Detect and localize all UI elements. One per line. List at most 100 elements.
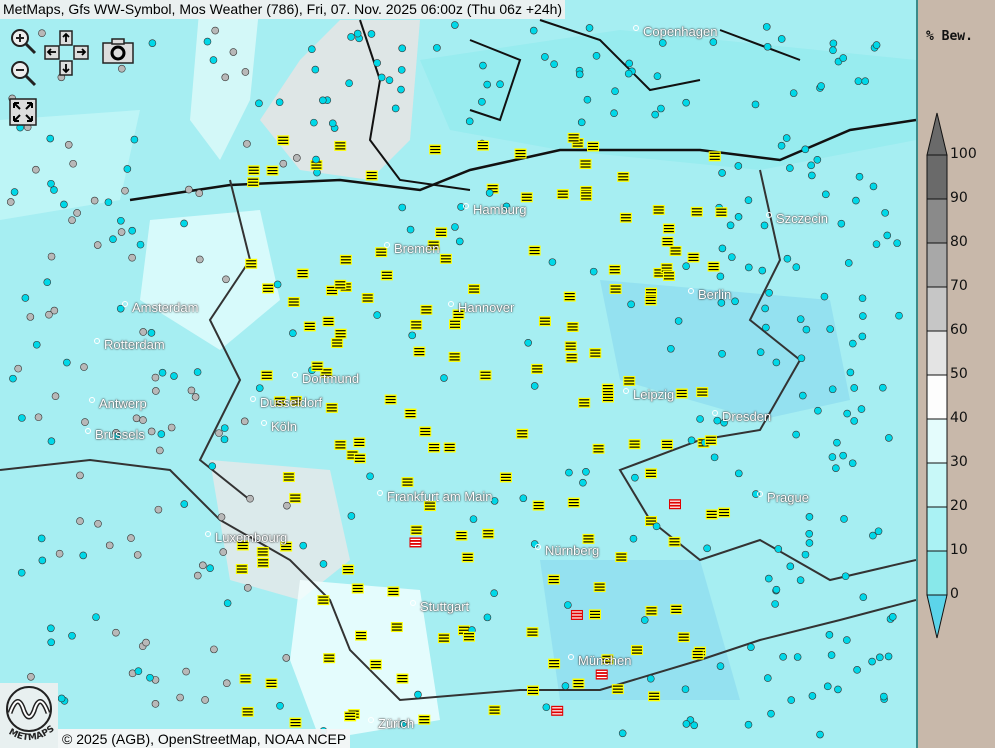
drizzle-symbol-icon (366, 472, 374, 481)
cloud-symbol-icon (117, 228, 126, 236)
drizzle-symbol-icon (808, 171, 816, 180)
city-name: Hannover (458, 300, 515, 315)
drizzle-symbol-icon (805, 513, 814, 521)
city-name: Leipzig (633, 387, 675, 402)
fog-symbol-icon (289, 395, 302, 406)
city-label: Prague (757, 490, 809, 505)
fog-symbol-icon (334, 279, 347, 290)
drizzle-symbol-icon (813, 155, 822, 164)
drizzle-symbol-icon (273, 280, 282, 289)
fog-symbol-icon (344, 711, 357, 722)
copyright-footer[interactable]: © 2025 (AGB), OpenStreetMap, NOAA NCEP (58, 729, 351, 748)
drizzle-symbol-icon (823, 682, 832, 691)
fog-symbol-icon (662, 270, 675, 281)
cloud-symbol-icon (132, 414, 141, 423)
city-name: Köln (271, 419, 298, 434)
city-name: Dortmund (302, 371, 360, 386)
drizzle-symbol-icon (92, 613, 100, 621)
fog-symbol-icon (531, 363, 544, 374)
drizzle-symbol-icon (123, 165, 132, 173)
drizzle-symbol-icon (843, 636, 851, 644)
city-label: Zürich (368, 716, 414, 731)
arrow-pad-icon[interactable] (44, 30, 90, 76)
cloud-symbol-icon (154, 505, 163, 514)
fog-symbol-icon (262, 283, 275, 294)
fog-symbol-icon (479, 370, 492, 381)
fog-symbol-icon (280, 541, 293, 552)
drizzle-symbol-icon (414, 690, 422, 699)
fog-symbol-icon (601, 654, 614, 665)
drizzle-symbol-icon (529, 26, 538, 35)
drizzle-symbol-icon (193, 368, 202, 376)
drizzle-symbol-icon (408, 331, 417, 340)
drizzle-symbol-icon (761, 304, 769, 313)
cloud-symbol-icon (176, 693, 184, 702)
camera-icon[interactable] (102, 38, 134, 64)
fullscreen-icon[interactable] (9, 98, 37, 126)
drizzle-symbol-icon (112, 432, 121, 440)
fog-symbol-icon (623, 375, 636, 386)
drizzle-symbol-icon (585, 24, 594, 32)
drizzle-symbol-icon (646, 674, 655, 683)
drizzle-symbol-icon (850, 417, 858, 425)
city-label: Antwerp (89, 396, 147, 411)
drizzle-symbol-icon (440, 374, 448, 382)
drizzle-symbol-icon (840, 515, 848, 523)
fog-symbol-icon (396, 673, 409, 684)
drizzle-symbol-icon (618, 729, 627, 738)
weather-map[interactable]: MetMaps, Gfs WW-Symbol, Mos Weather (786… (0, 0, 916, 748)
drizzle-symbol-icon (32, 340, 41, 349)
fog-symbol-icon (587, 141, 600, 152)
drizzle-symbol-icon (17, 568, 26, 577)
fog-symbol-icon (420, 304, 433, 315)
cloud-symbol-icon (55, 549, 64, 558)
city-name: Zürich (378, 716, 415, 731)
fog-symbol-icon (439, 253, 452, 264)
fog-symbol-icon (547, 574, 560, 585)
legend-colorbar (926, 112, 948, 639)
drizzle-symbol-icon (653, 72, 662, 80)
drizzle-symbol-icon (9, 374, 17, 383)
drizzle-symbol-icon (682, 262, 690, 270)
drizzle-symbol-icon (682, 98, 690, 107)
fog-symbol-icon (644, 468, 657, 479)
fog-symbol-icon (429, 144, 442, 155)
fog-symbol-icon (615, 552, 628, 563)
metmaps-logo[interactable]: METMAPS (0, 683, 58, 748)
drizzle-symbol-icon (843, 409, 851, 418)
city-name: Szczecin (776, 211, 829, 226)
legend-color-bin (926, 286, 948, 332)
drizzle-symbol-icon (276, 702, 284, 710)
drizzle-symbol-icon (850, 384, 859, 392)
fog-symbol-icon (245, 258, 258, 269)
drizzle-symbol-icon (483, 80, 492, 89)
city-label: Szczecin (766, 211, 828, 226)
fog-symbol-icon (463, 631, 476, 642)
fog-symbol-icon (387, 586, 400, 597)
cloud-symbol-icon (222, 679, 231, 688)
drizzle-symbol-icon (451, 21, 459, 29)
drizzle-symbol-icon (542, 703, 551, 712)
drizzle-symbol-icon (799, 391, 807, 400)
drizzle-symbol-icon (223, 599, 232, 607)
fog-symbol-icon (514, 148, 527, 159)
fog-symbol-icon (526, 627, 539, 638)
drizzle-symbol-icon (275, 98, 284, 107)
cloud-symbol-icon (167, 423, 176, 432)
fog-symbol-icon (715, 207, 728, 218)
fog-symbol-icon (247, 177, 260, 188)
drizzle-symbol-icon (728, 253, 736, 261)
cloud-symbol-icon (187, 386, 196, 395)
city-marker-icon (633, 25, 639, 31)
drizzle-symbol-icon (319, 560, 328, 568)
fog-symbol-icon (427, 240, 440, 251)
fog-symbol-icon (609, 284, 622, 295)
fog-symbol-icon (696, 387, 709, 398)
drizzle-symbol-icon (859, 593, 868, 602)
zoom-out-icon[interactable] (9, 60, 37, 88)
cloud-symbol-icon (51, 392, 60, 401)
drizzle-symbol-icon (762, 23, 771, 31)
zoom-in-icon[interactable] (9, 28, 37, 56)
cloud-symbol-icon (201, 696, 209, 704)
drizzle-symbol-icon (627, 300, 635, 309)
